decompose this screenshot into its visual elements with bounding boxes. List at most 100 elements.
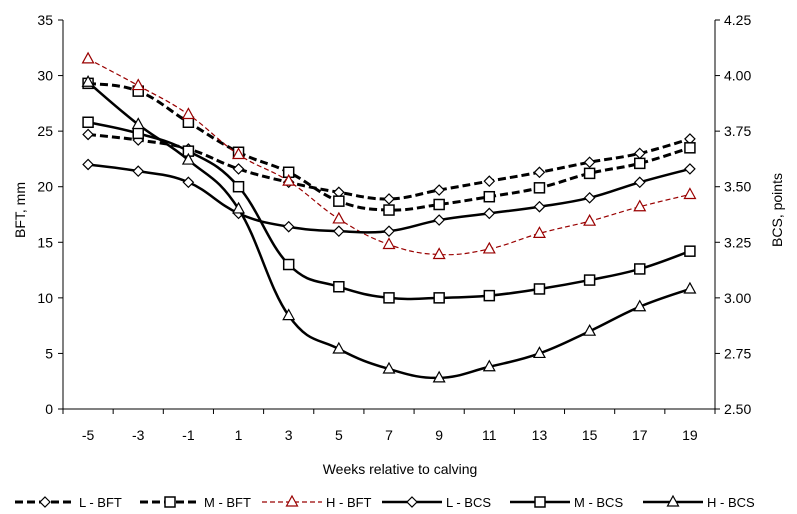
data-point bbox=[82, 116, 94, 129]
data-point bbox=[532, 346, 546, 359]
series-m-bcs bbox=[82, 116, 696, 304]
data-point bbox=[433, 292, 445, 304]
data-point bbox=[282, 220, 295, 233]
data-point bbox=[533, 200, 546, 213]
legend-item: M - BCS bbox=[510, 495, 623, 510]
legend-label: L - BCS bbox=[446, 495, 491, 510]
data-point bbox=[483, 289, 496, 302]
left-tick-label: 30 bbox=[37, 68, 53, 84]
data-point bbox=[432, 247, 446, 260]
legend-item: M - BFT bbox=[140, 495, 251, 510]
series-l-bcs bbox=[82, 158, 696, 238]
data-point bbox=[382, 361, 396, 374]
data-point bbox=[132, 127, 144, 140]
data-point bbox=[684, 163, 696, 175]
data-point bbox=[583, 191, 596, 204]
x-tick-label: 1 bbox=[235, 427, 243, 443]
x-tick-label: -1 bbox=[182, 427, 195, 443]
data-point bbox=[232, 180, 245, 193]
data-point bbox=[583, 213, 597, 226]
right-tick-label: 2.50 bbox=[724, 401, 751, 417]
data-point bbox=[683, 281, 697, 294]
data-point bbox=[383, 193, 395, 205]
data-point bbox=[433, 214, 446, 226]
right-tick-label: 3.50 bbox=[724, 179, 751, 195]
x-tick-label: 17 bbox=[632, 427, 648, 443]
x-axis-title: Weeks relative to calving bbox=[323, 461, 478, 477]
x-tick-label: 9 bbox=[435, 427, 443, 443]
right-tick-label: 3.00 bbox=[724, 290, 751, 306]
series-m-bft bbox=[82, 77, 696, 216]
left-tick-label: 5 bbox=[45, 345, 53, 361]
left-tick-label: 25 bbox=[37, 123, 53, 139]
data-point bbox=[634, 263, 646, 275]
data-point bbox=[82, 158, 94, 171]
data-point bbox=[181, 152, 195, 165]
ticks: 051015202530352.502.753.003.253.503.754.… bbox=[37, 12, 751, 443]
x-tick-label: 15 bbox=[582, 427, 598, 443]
data-point bbox=[533, 182, 546, 194]
legend: L - BFT M - BFT H - BFT L - BCS M - BCS H - B… bbox=[15, 494, 755, 510]
data-point bbox=[533, 283, 546, 295]
legend-marker bbox=[666, 494, 680, 507]
legend-item: L - BFT bbox=[15, 495, 122, 510]
data-point bbox=[332, 211, 346, 224]
data-point bbox=[383, 204, 395, 216]
legend-label: M - BCS bbox=[574, 495, 623, 510]
data-point bbox=[282, 258, 295, 271]
data-point bbox=[634, 157, 646, 170]
data-point bbox=[684, 142, 696, 154]
x-tick-label: 19 bbox=[682, 427, 698, 443]
legend-marker bbox=[164, 496, 176, 508]
data-point bbox=[332, 341, 346, 354]
left-tick-label: 10 bbox=[37, 290, 53, 306]
data-point bbox=[382, 237, 396, 250]
data-point bbox=[482, 359, 496, 372]
series-line bbox=[87, 132, 691, 201]
data-point bbox=[81, 74, 95, 87]
right-tick-label: 4.00 bbox=[724, 68, 751, 84]
legend-marker bbox=[39, 496, 51, 508]
legend-label: H - BCS bbox=[707, 495, 755, 510]
x-tick-label: 11 bbox=[482, 427, 497, 443]
legend-label: M - BFT bbox=[204, 495, 251, 510]
data-point bbox=[332, 225, 345, 238]
legend-label: L - BFT bbox=[79, 495, 122, 510]
x-tick-label: 13 bbox=[532, 427, 548, 443]
x-tick-label: -3 bbox=[132, 427, 145, 443]
data-point bbox=[333, 195, 345, 207]
series-h-bcs bbox=[81, 74, 697, 383]
data-point bbox=[182, 176, 195, 189]
data-point bbox=[583, 323, 597, 336]
legend-item: H - BCS bbox=[643, 494, 755, 510]
axes bbox=[62, 20, 716, 410]
data-point bbox=[483, 207, 496, 220]
x-tick-label: 3 bbox=[285, 427, 293, 443]
data-point bbox=[532, 226, 546, 238]
data-point bbox=[583, 156, 596, 169]
data-point bbox=[282, 173, 296, 186]
right-tick-label: 2.75 bbox=[724, 345, 751, 361]
data-point bbox=[132, 165, 145, 178]
data-point bbox=[483, 175, 496, 188]
data-point bbox=[82, 128, 94, 141]
right-tick-label: 3.75 bbox=[724, 123, 751, 139]
data-point bbox=[131, 117, 145, 130]
right-tick-label: 3.25 bbox=[724, 234, 751, 250]
series-h-bft bbox=[81, 51, 697, 260]
x-tick-label: 5 bbox=[335, 427, 343, 443]
data-point bbox=[432, 370, 446, 383]
left-tick-label: 0 bbox=[45, 401, 53, 417]
data-point bbox=[81, 51, 95, 64]
left-tick-label: 15 bbox=[37, 234, 53, 250]
data-point bbox=[181, 107, 195, 120]
left-axis-title: BFT, mm bbox=[12, 182, 28, 238]
data-point bbox=[684, 245, 696, 257]
legend-label: H - BFT bbox=[326, 495, 372, 510]
data-point bbox=[383, 292, 395, 304]
data-point bbox=[232, 163, 245, 175]
data-point bbox=[232, 147, 246, 160]
legend-marker bbox=[534, 496, 546, 508]
data-point bbox=[482, 241, 496, 254]
